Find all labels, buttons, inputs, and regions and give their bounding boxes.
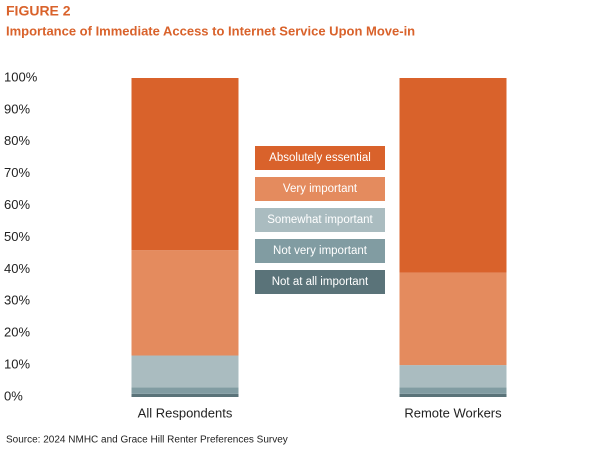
bar-segment [131, 78, 239, 251]
y-tick-label: 50% [4, 229, 30, 244]
x-tick-label: Remote Workers [404, 405, 502, 420]
legend-label: Somewhat important [267, 214, 373, 226]
bar-segment [399, 272, 507, 366]
y-tick-label: 60% [4, 197, 30, 212]
legend-swatch [255, 177, 385, 201]
bar-segment [131, 387, 239, 394]
y-tick-label: 20% [4, 325, 30, 340]
legend-label: Not at all important [272, 276, 369, 288]
y-tick-label: 100% [4, 69, 38, 84]
legend-label: Absolutely essential [269, 152, 371, 164]
bar-segment [131, 355, 239, 388]
bar-segment [131, 393, 239, 397]
legend-swatch [255, 239, 385, 263]
bar-segment [399, 387, 507, 394]
y-tick-label: 90% [4, 101, 30, 116]
source-note: Source: 2024 NMHC and Grace Hill Renter … [6, 435, 288, 446]
y-tick-label: 80% [4, 133, 30, 148]
y-tick-label: 40% [4, 261, 30, 276]
legend-label: Not very important [273, 245, 368, 257]
legend-swatch [255, 208, 385, 232]
bar-segment [399, 393, 507, 397]
chart-subtitle: Importance of Immediate Access to Intern… [6, 23, 415, 38]
legend-swatch [255, 146, 385, 170]
legend-swatch [255, 270, 385, 294]
chart-title: FIGURE 2 [6, 3, 71, 19]
bar-segment [131, 250, 239, 356]
x-tick-label: All Respondents [138, 405, 233, 420]
y-tick-label: 10% [4, 357, 30, 372]
y-tick-label: 0% [4, 388, 23, 403]
y-tick-label: 70% [4, 165, 30, 180]
y-tick-label: 30% [4, 293, 30, 308]
legend-label: Very important [283, 183, 358, 195]
bar-segment [399, 78, 507, 273]
bar-segment [399, 365, 507, 388]
